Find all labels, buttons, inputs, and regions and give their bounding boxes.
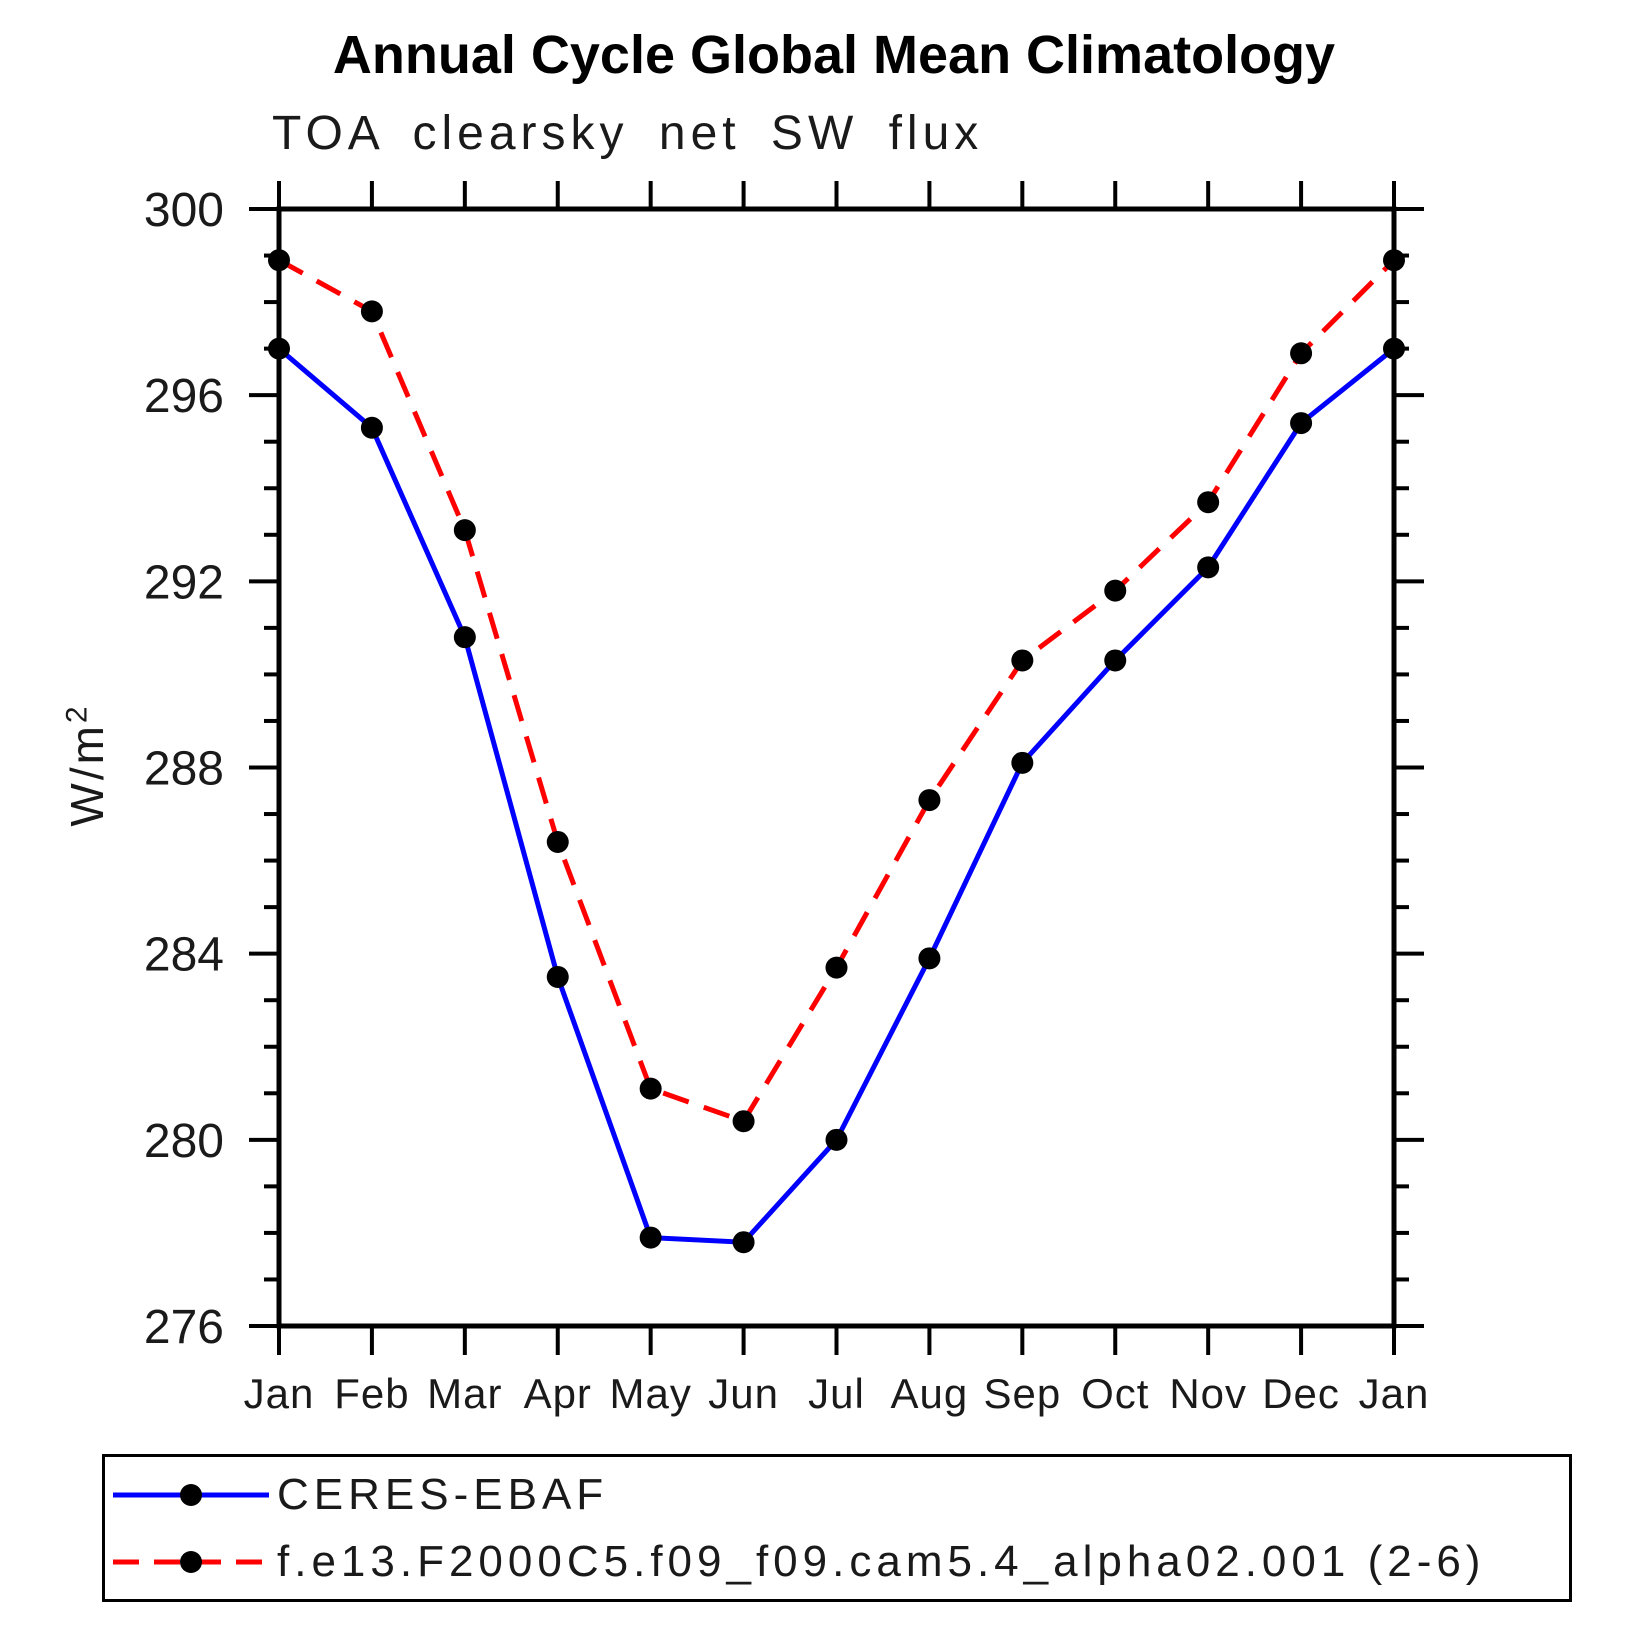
data-point-marker — [1104, 649, 1127, 672]
data-point-marker — [918, 789, 941, 812]
x-tick-label: Dec — [1262, 1370, 1340, 1417]
data-point-marker — [546, 830, 569, 853]
y-tick-label: 280 — [144, 1115, 224, 1168]
data-point-marker — [1104, 579, 1127, 602]
y-tick-label: 296 — [144, 370, 224, 423]
x-axis-tick-labels: Jan Feb Mar Apr May Jun Jul Aug Sep Oct Nov Dec Jan — [244, 1370, 1430, 1417]
series-line-0 — [277, 346, 1396, 1245]
data-point-marker — [1011, 751, 1034, 774]
chart-title: Annual Cycle Global Mean Climatology — [332, 25, 1336, 85]
x-tick-label: Jan — [244, 1370, 315, 1417]
x-tick-label: Nov — [1169, 1370, 1247, 1417]
data-point-marker — [918, 947, 941, 970]
x-tick-label: Jul — [808, 1370, 865, 1417]
legend-sample-dashed-line — [113, 1551, 269, 1573]
y-axis-ticks — [249, 207, 1424, 1328]
data-point-marker — [1197, 491, 1220, 514]
data-point-marker — [1197, 556, 1220, 579]
series-markers-1 — [268, 249, 1405, 1133]
legend-marker-dot-icon — [180, 1484, 202, 1506]
x-tick-label: May — [609, 1370, 691, 1417]
data-point-marker — [360, 300, 383, 323]
data-point-marker — [453, 626, 476, 649]
data-point-marker — [732, 1110, 755, 1133]
y-tick-label: 276 — [144, 1301, 224, 1354]
x-tick-label: Oct — [1081, 1370, 1149, 1417]
data-point-marker — [268, 337, 290, 360]
x-tick-label: Apr — [524, 1370, 592, 1417]
series-markers-0 — [268, 337, 1405, 1254]
legend-marker-dot-icon — [180, 1551, 202, 1573]
legend-item-label: CERES-EBAF — [277, 1470, 609, 1519]
data-point-marker — [1290, 342, 1313, 365]
data-point-marker — [1290, 412, 1313, 435]
x-tick-label: Aug — [891, 1370, 969, 1417]
y-tick-label: 300 — [144, 184, 224, 237]
x-tick-label: Feb — [334, 1370, 409, 1417]
plot-frame — [276, 206, 1397, 1329]
x-tick-label: Sep — [983, 1370, 1061, 1417]
legend-item-label: f.e13.F2000C5.f09_f09.cam5.4_alpha02.001… — [277, 1537, 1486, 1586]
x-axis-ticks — [277, 181, 1396, 1355]
data-point-marker — [825, 1128, 848, 1151]
data-point-marker — [1011, 649, 1034, 672]
data-point-marker — [360, 416, 383, 439]
data-point-marker — [453, 519, 476, 542]
x-tick-label: Mar — [427, 1370, 502, 1417]
data-point-marker — [732, 1231, 755, 1254]
data-point-marker — [546, 965, 569, 988]
data-point-marker — [825, 956, 848, 979]
data-point-marker — [1383, 249, 1405, 272]
series-line-1 — [277, 258, 1396, 1125]
x-tick-label: Jun — [708, 1370, 779, 1417]
legend-item-ceres-ebaf: CERES-EBAF — [111, 1470, 609, 1519]
data-point-marker — [268, 249, 290, 272]
data-point-marker — [639, 1226, 662, 1249]
chart-subtitle: TOA clearsky net SW flux — [272, 107, 984, 160]
y-tick-label: 292 — [144, 556, 224, 609]
y-tick-label: 284 — [144, 929, 224, 982]
legend-box: CERES-EBAF f.e13.F2000C5.f09_f09.cam5.4_… — [102, 1454, 1572, 1602]
data-point-marker — [639, 1077, 662, 1100]
x-tick-label: Jan — [1359, 1370, 1430, 1417]
legend-item-model: f.e13.F2000C5.f09_f09.cam5.4_alpha02.001… — [111, 1537, 1486, 1586]
legend-sample-solid-line — [113, 1484, 269, 1506]
y-tick-label: 288 — [144, 743, 224, 796]
y-axis-tick-labels: 276 280 284 288 292 296 300 — [144, 184, 224, 1354]
data-point-marker — [1383, 337, 1405, 360]
